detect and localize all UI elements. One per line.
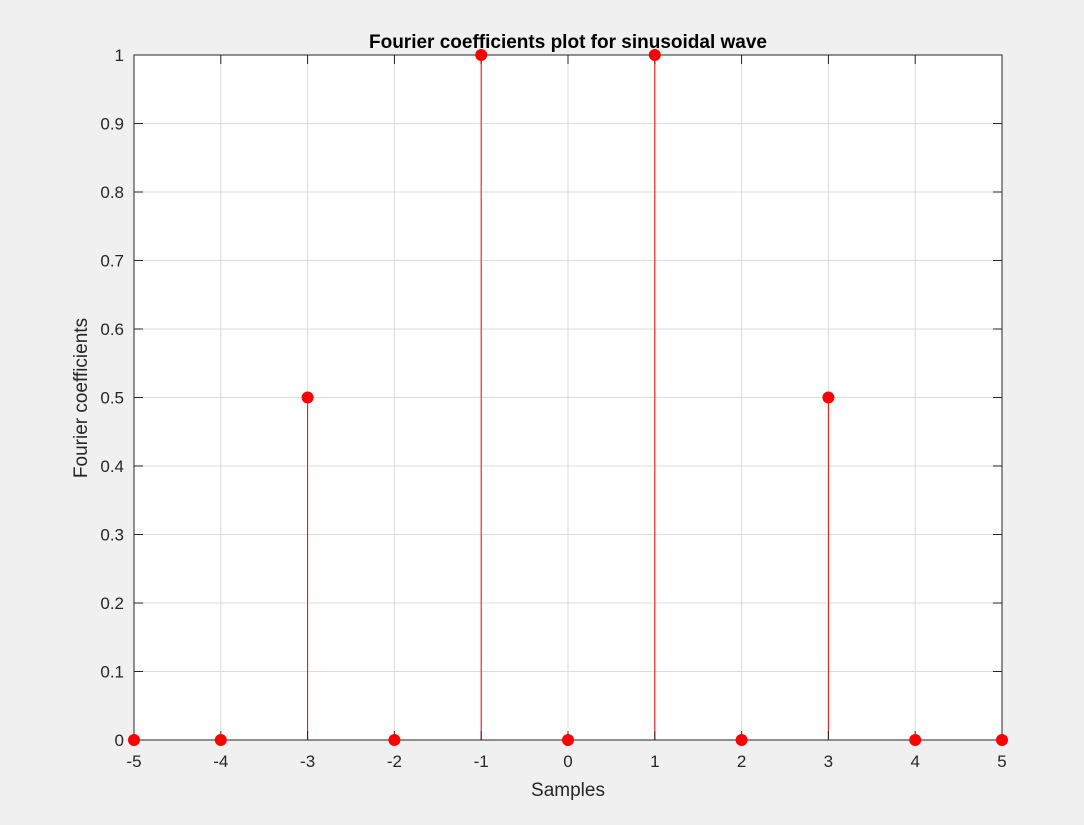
y-axis-label: Fourier coefficients: [71, 318, 92, 478]
stem-marker: [388, 734, 401, 746]
y-tick-label: 0.6: [100, 320, 124, 339]
x-tick-label: 3: [824, 752, 833, 771]
stem-series: [307, 55, 829, 740]
stem-marker: [909, 734, 922, 746]
x-tick-label: -2: [387, 752, 402, 771]
y-tick-label: 0: [115, 731, 124, 750]
y-tick-label: 1: [115, 46, 124, 65]
stem-marker: [648, 49, 661, 61]
x-tick-label: 4: [910, 752, 919, 771]
y-tick-label: 0.4: [100, 457, 124, 476]
stem-marker: [822, 391, 835, 404]
stem-marker: [128, 734, 140, 746]
chart-title: Fourier coefficients plot for sinusoidal…: [369, 32, 767, 53]
y-tick-label: 0.2: [100, 594, 124, 613]
stem-markers: [128, 49, 1008, 746]
y-tick-label: 0.1: [100, 663, 124, 682]
y-tick-label: 0.5: [100, 389, 124, 408]
x-tick-label: 5: [997, 752, 1006, 771]
stem-marker: [562, 734, 574, 746]
y-tick-label: 0.7: [100, 252, 124, 271]
stem-marker: [214, 734, 227, 746]
axis-ticks: -5 -4 -3 -2 -1 0 1 2 3 4 5 0 0.1 0.2 0.3 0.4 0.5 0.6 0.7 0.…: [100, 46, 1006, 771]
stem-marker: [996, 734, 1008, 746]
x-tick-label: 0: [563, 752, 572, 771]
x-tick-label: -3: [300, 752, 315, 771]
stem-marker: [735, 734, 748, 746]
y-tick-label: 0.3: [100, 526, 124, 545]
x-tick-label: -4: [213, 752, 228, 771]
x-tick-label: -1: [474, 752, 489, 771]
stem-marker: [301, 391, 314, 404]
y-tick-label: 0.8: [100, 183, 124, 202]
x-tick-label: -5: [126, 752, 141, 771]
x-tick-label: 1: [650, 752, 659, 771]
x-tick-label: 2: [737, 752, 746, 771]
stem-marker: [475, 49, 488, 61]
x-axis-label: Samples: [531, 780, 605, 801]
y-tick-label: 0.9: [100, 115, 124, 134]
